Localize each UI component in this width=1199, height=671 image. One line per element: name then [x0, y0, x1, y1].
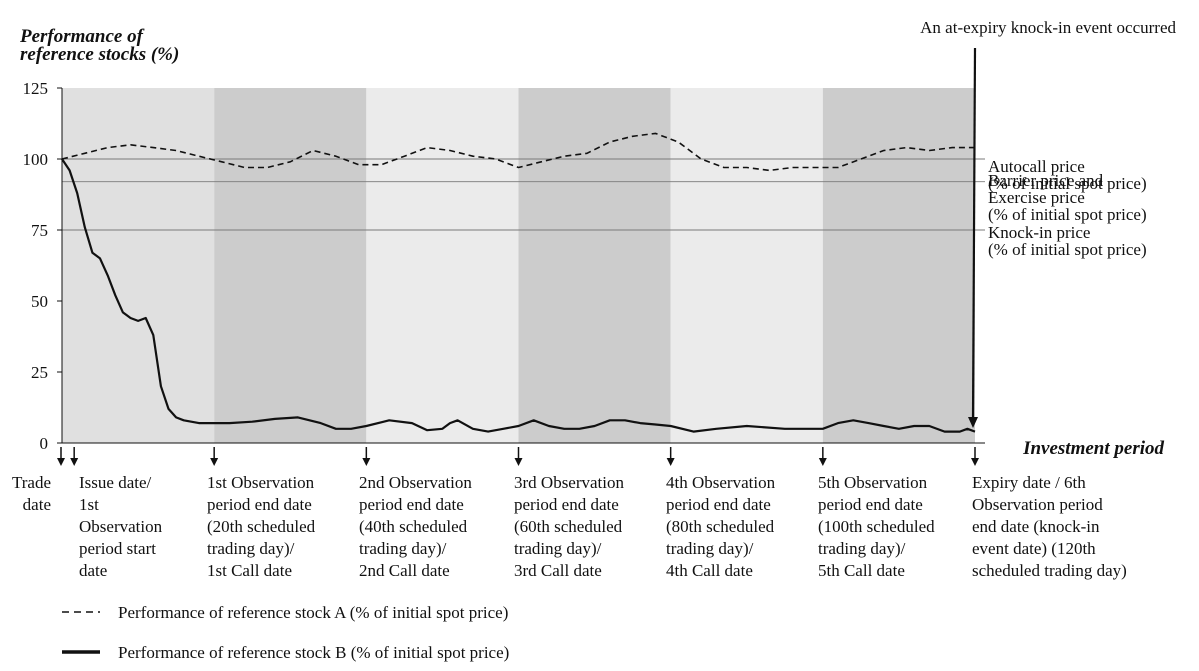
- marker-caption-7-line-1: 5th Observation: [818, 473, 928, 492]
- marker-caption-7-line-5: 5th Call date: [818, 561, 905, 580]
- period-markers: Trade date Issue date/1st Observation period…: [12, 447, 1127, 580]
- annotation-arrow-shaft: [971, 47, 977, 419]
- marker-arrow-head: [362, 458, 371, 466]
- marker-caption-6-line-1: 4th Observation: [666, 473, 776, 492]
- annotation-text-1: An at-expiry knock-in event occurred: [920, 18, 1176, 37]
- marker-caption-4-line-1: 2nd Observation: [359, 473, 472, 492]
- marker-caption-6-line-5: 4th Call date: [666, 561, 753, 580]
- period-marker-4: 2nd Observation period end date (40th sche…: [359, 447, 472, 580]
- marker-caption-7-line-3: (100th scheduled: [818, 517, 935, 536]
- period-band-2: [214, 88, 367, 443]
- marker-caption-8-line-2: Observation period: [972, 495, 1103, 514]
- marker-caption-6-line-3: (80th scheduled: [666, 517, 775, 536]
- annotation-arrow-head: [968, 417, 978, 428]
- marker-caption-1-line-2: date: [23, 495, 51, 514]
- period-marker-1: Trade date: [12, 447, 65, 514]
- reference-labels: Autocall price(% of initial spot price)B…: [988, 157, 1147, 259]
- y-tick-label-0: 0: [40, 434, 49, 453]
- marker-caption-2-line-1: Issue date/: [79, 473, 152, 492]
- marker-caption-1-line-1: Trade: [12, 473, 51, 492]
- series-line-stock-a: [61, 132, 975, 172]
- period-marker-3: 1st Observation period end date (20th sche…: [207, 447, 316, 580]
- y-axis-title-line-1: Performance of: [19, 26, 145, 47]
- reference-label-2-line-2: Exercise price: [988, 188, 1085, 207]
- x-axis-title: Investment period: [1022, 438, 1164, 459]
- y-tick-label-75: 75: [31, 221, 48, 240]
- marker-caption-2-line-3: Observation: [79, 517, 163, 536]
- marker-caption-8-line-4: event date) (120th: [972, 539, 1096, 558]
- y-tick-label-25: 25: [31, 363, 48, 382]
- reference-label-1-line-2: (% of initial spot price): [988, 174, 1147, 193]
- marker-caption-4-line-4: trading day)/: [359, 539, 447, 558]
- period-marker-8: Expiry date / 6th Observation period end d…: [971, 447, 1127, 580]
- marker-caption-4-line-2: period end date: [359, 495, 464, 514]
- period-marker-5: 3rd Observation period end date (60th sche…: [514, 447, 625, 580]
- y-tick-label-125: 125: [23, 79, 49, 98]
- y-ticks: 0 25 50 75 100 125: [23, 79, 62, 453]
- period-marker-6: 4th Observation period end date (80th sche…: [666, 447, 776, 580]
- marker-caption-5-line-3: (60th scheduled: [514, 517, 623, 536]
- marker-caption-2-line-5: date: [79, 561, 107, 580]
- marker-arrow-head: [210, 458, 219, 466]
- reference-label-2-line-3: (% of initial spot price): [988, 205, 1147, 224]
- period-band-6: [822, 88, 975, 443]
- axes: [61, 88, 985, 444]
- period-band-5: [670, 88, 823, 443]
- reference-label-2-line-1: Barrier price and: [988, 171, 1104, 190]
- annotations: An at-expiry knock-in event occurred: [920, 18, 1176, 428]
- y-axis-title-line-2: reference stocks (%): [20, 44, 179, 65]
- y-tick-label-100: 100: [23, 150, 49, 169]
- marker-caption-4-line-3: (40th scheduled: [359, 517, 468, 536]
- marker-caption-2-line-2: 1st: [79, 495, 99, 514]
- marker-arrow-head: [818, 458, 827, 466]
- marker-caption-8-line-3: end date (knock-in: [972, 517, 1100, 536]
- period-band-4: [518, 88, 671, 443]
- marker-caption-6-line-4: trading day)/: [666, 539, 754, 558]
- shaded-periods: [62, 88, 975, 443]
- marker-caption-4-line-5: 2nd Call date: [359, 561, 450, 580]
- marker-caption-5-line-2: period end date: [514, 495, 619, 514]
- period-marker-2: Issue date/1st Observation period start dat…: [70, 447, 163, 580]
- marker-caption-3-line-2: period end date: [207, 495, 312, 514]
- marker-caption-2-line-4: period start: [79, 539, 156, 558]
- period-marker-7: 5th Observation period end date (100th sch…: [818, 447, 935, 580]
- period-band-1: [62, 88, 215, 443]
- marker-arrow-head: [666, 458, 675, 466]
- series-line-stock-b: [61, 158, 976, 433]
- marker-arrow-head: [971, 458, 979, 466]
- marker-caption-7-line-2: period end date: [818, 495, 923, 514]
- reference-label-1-line-1: Autocall price: [988, 157, 1085, 176]
- marker-arrow-head: [70, 458, 79, 466]
- reference-label-3-line-1: Knock-in price: [988, 223, 1090, 242]
- legend-label-1: Performance of reference stock A (% of i…: [118, 603, 508, 622]
- marker-caption-8-line-5: scheduled trading day): [972, 561, 1127, 580]
- marker-caption-5-line-4: trading day)/: [514, 539, 602, 558]
- y-tick-label-50: 50: [31, 292, 48, 311]
- marker-caption-5-line-1: 3rd Observation: [514, 473, 625, 492]
- period-band-3: [366, 88, 519, 443]
- marker-caption-3-line-5: 1st Call date: [207, 561, 292, 580]
- marker-caption-3-line-4: trading day)/: [207, 539, 295, 558]
- reference-lines: [62, 158, 985, 231]
- marker-arrow-head: [57, 458, 65, 466]
- marker-caption-7-line-4: trading day)/: [818, 539, 906, 558]
- marker-caption-5-line-5: 3rd Call date: [514, 561, 602, 580]
- marker-caption-6-line-2: period end date: [666, 495, 771, 514]
- reference-label-3-line-2: (% of initial spot price): [988, 240, 1147, 259]
- legend-label-2: Performance of reference stock B (% of i…: [118, 643, 509, 662]
- marker-caption-3-line-3: (20th scheduled: [207, 517, 316, 536]
- legend: Performance of reference stock A (% of i…: [62, 603, 509, 662]
- marker-caption-8-line-1: Expiry date / 6th: [972, 473, 1086, 492]
- marker-caption-3-line-1: 1st Observation: [207, 473, 315, 492]
- marker-arrow-head: [514, 458, 523, 466]
- series: [61, 132, 976, 433]
